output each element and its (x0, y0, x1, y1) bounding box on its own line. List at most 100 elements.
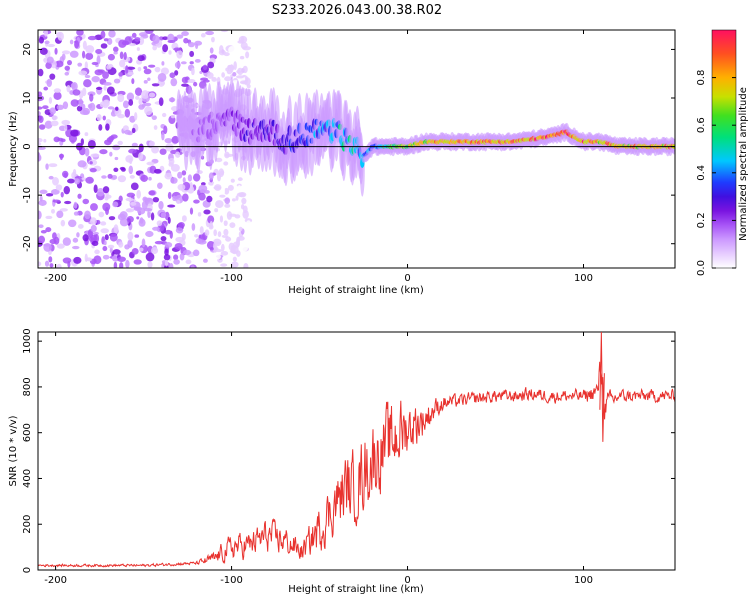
spectrogram-noise-blob (54, 47, 58, 55)
spectrogram-noise-blob (181, 215, 187, 222)
spectrogram-noise-blob (46, 78, 53, 88)
spectrogram-noise-blob (220, 263, 228, 267)
spectrogram-noise-blob (208, 181, 215, 186)
spectrogram-noise-blob (38, 68, 44, 77)
spectrogram-noise-blob (137, 55, 145, 62)
spectrogram-noise-blob (99, 149, 108, 155)
spectrogram-noise-blob (181, 170, 187, 176)
spectrogram-noise-blob (60, 138, 66, 143)
spectrogram-noise-blob (107, 244, 115, 249)
spectrogram-noise-blob (38, 137, 43, 143)
spectrogram-noise-blob (66, 59, 72, 66)
spectrogram-noise-blob (202, 79, 210, 83)
spectrogram-noise-blob (125, 197, 134, 202)
spectrogram-noise-blob (91, 76, 100, 83)
spectrogram-noise-blob (55, 184, 63, 191)
spectrogram-noise-blob (77, 193, 82, 199)
spectrogram-noise-blob (229, 213, 237, 217)
spectrogram-noise-blob (124, 108, 131, 118)
spectrogram-noise-blob (113, 261, 118, 268)
spectrogram-noise-blob (175, 226, 184, 234)
colorbar-ticks: 0.0 0.2 0.4 0.6 0.8 (696, 70, 736, 276)
spectrogram-noise-blob (203, 209, 211, 215)
spectrogram-noise-blob (173, 259, 180, 265)
spectrogram-noise-blob (106, 64, 112, 70)
spectrogram-noise-blob (82, 198, 90, 205)
spectrogram-noise-blob (235, 75, 245, 79)
spectrogram-noise-blob (158, 201, 164, 210)
spectrogram-noise-blob (103, 38, 109, 42)
spectrogram-noise-blob (161, 112, 167, 118)
spectrogram-noise-blob (194, 58, 201, 63)
spectrogram-noise-blob (238, 226, 243, 232)
spectrogram-noise-blob (50, 188, 60, 195)
spectrogram-noise-blob (161, 131, 165, 141)
spectrogram-noise-blob (223, 228, 229, 236)
spectrogram-noise-blob (93, 255, 102, 265)
spectrogram-noise-blob (202, 64, 208, 71)
spectrogram-noise-blob (61, 119, 71, 126)
spectrogram-noise-blob (131, 248, 139, 255)
spectrogram-noise-blob (151, 83, 160, 87)
spectrogram-noise-blob (102, 254, 110, 260)
snr-spike (599, 331, 605, 442)
spectrogram-noise-blob (126, 66, 136, 70)
spectrogram-noise-blob (148, 190, 156, 196)
spectrogram-noise-blob (146, 161, 155, 166)
spectrogram-noise-blob (133, 112, 138, 121)
spectrogram-noise-blob (138, 97, 143, 106)
spectrogram-noise-blob (225, 236, 232, 242)
spectrogram-noise-blob (38, 199, 47, 206)
spectrogram-noise-blob (224, 197, 231, 205)
spectrogram-noise-blob (224, 203, 231, 208)
spectrogram-noise-blob (46, 56, 54, 64)
spectrogram-noise-blob (82, 87, 87, 97)
snr-series-line (38, 361, 675, 568)
spectrogram-noise-blob (220, 30, 229, 33)
spectrogram-noise-blob (127, 231, 134, 241)
spectrogram-noise-blob (232, 256, 237, 262)
spectrogram-noise-blob (207, 215, 215, 224)
spectrogram-noise-blob (164, 229, 172, 235)
spectrogram-noise-blob (73, 211, 79, 216)
spectrogram-noise-blob (174, 243, 183, 250)
spectrogram-noise-blob (185, 259, 192, 265)
spectrogram-noise-blob (235, 195, 239, 201)
spectrogram-noise-blob (173, 254, 179, 261)
spectrogram-noise-blob (73, 256, 82, 264)
spectrogram-noise-blob (128, 148, 137, 154)
spectrogram-noise-blob (102, 246, 108, 252)
spectrogram-noise-blob (45, 227, 52, 233)
spectrogram-noise-blob (170, 78, 178, 87)
spectrogram-noise-blob (175, 151, 181, 158)
spectrogram-noise-blob (113, 78, 121, 84)
spectrogram-noise-blob (112, 201, 119, 208)
spectrogram-noise-blob (214, 208, 219, 213)
spectrogram-noise-blob (189, 61, 194, 65)
spectrogram-noise-blob (195, 43, 199, 49)
spectrogram-noise-blob (117, 175, 127, 183)
spectrogram-noise-blob (209, 220, 213, 229)
spectrogram-noise-blob (113, 167, 119, 172)
spectrogram-noise-blob (143, 102, 152, 107)
spectrogram-noise-blob (38, 124, 46, 130)
spectrogram-noise-blob (199, 226, 204, 235)
spectrogram-noise-blob (224, 76, 232, 82)
spectrogram-noise-blob (237, 184, 242, 192)
spectrogram-noise-blob (72, 168, 77, 176)
snr-x-axis-label: Height of straight line (km) (288, 584, 424, 595)
spectrogram-noise-blob (176, 199, 181, 204)
spectrogram-noise-blob (144, 106, 153, 116)
spectrogram-noise-blob (126, 92, 135, 101)
spectrogram-noise-blob (156, 220, 163, 227)
spectrogram-y-tick-label: 10 (22, 92, 33, 105)
spectrogram-noise-blob (109, 151, 113, 157)
spectrogram-noise-blob (43, 243, 52, 247)
spectrogram-noise-blob (96, 187, 105, 197)
spectrogram-noise-blob (136, 47, 140, 52)
snr-x-tick-label: -100 (220, 575, 243, 586)
spectrogram-noise-blob (241, 197, 247, 205)
spectrogram-noise-blob (143, 208, 153, 212)
spectrogram-noise-blob (144, 30, 154, 34)
